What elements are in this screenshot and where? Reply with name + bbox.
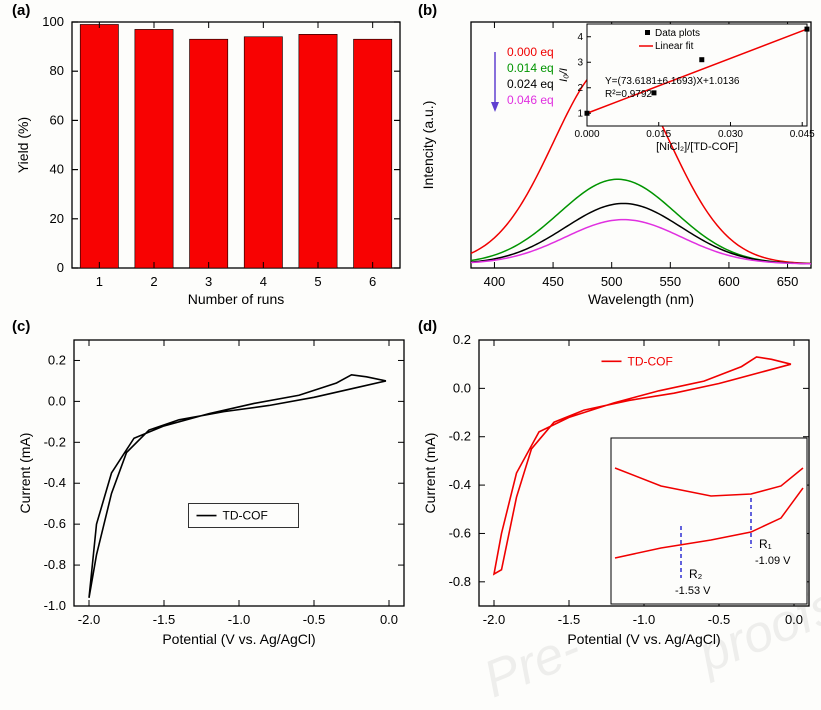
svg-text:Potential (V vs. Ag/AgCl): Potential (V vs. Ag/AgCl): [567, 631, 720, 647]
svg-text:-0.8: -0.8: [449, 574, 471, 589]
svg-text:550: 550: [659, 274, 681, 289]
svg-text:500: 500: [601, 274, 623, 289]
bar-chart: 0 20 40 60 80 100 1 2 3 4 5 6 Number of runs Yield (%…: [10, 10, 410, 310]
svg-text:R²=0.9792: R²=0.9792: [605, 89, 652, 100]
svg-text:0.2: 0.2: [453, 332, 471, 347]
svg-text:Current (mA): Current (mA): [422, 433, 438, 514]
svg-text:40: 40: [50, 162, 64, 177]
svg-text:Linear fit: Linear fit: [655, 41, 694, 52]
svg-text:-1.53 V: -1.53 V: [675, 585, 711, 597]
svg-text:3: 3: [205, 274, 212, 289]
panel-a: 0 20 40 60 80 100 1 2 3 4 5 6 Number of runs Yield (%…: [10, 10, 410, 310]
svg-text:-1.5: -1.5: [558, 612, 580, 627]
svg-text:Y=(73.6181±6.1693)X+1.0136: Y=(73.6181±6.1693)X+1.0136: [605, 76, 740, 87]
svg-text:650: 650: [777, 274, 799, 289]
svg-text:R₂: R₂: [689, 567, 703, 581]
svg-text:80: 80: [50, 63, 64, 78]
svg-text:-1.0: -1.0: [633, 612, 655, 627]
svg-text:-1.5: -1.5: [153, 612, 175, 627]
svg-text:0.015: 0.015: [646, 129, 671, 140]
svg-text:Number of runs: Number of runs: [188, 291, 284, 307]
svg-text:0.030: 0.030: [718, 129, 743, 140]
svg-text:-0.4: -0.4: [449, 477, 471, 492]
svg-text:-0.5: -0.5: [303, 612, 325, 627]
svg-text:-0.5: -0.5: [708, 612, 730, 627]
svg-text:0.024 eq: 0.024 eq: [507, 77, 554, 91]
svg-text:Yield (%): Yield (%): [15, 117, 31, 173]
svg-text:4: 4: [577, 32, 583, 43]
svg-text:Data plots: Data plots: [655, 28, 700, 39]
svg-text:0.045: 0.045: [790, 129, 815, 140]
svg-text:400: 400: [484, 274, 506, 289]
panel-b: 400 450 500 550 600 650 Wavelength (nm) Intenci…: [415, 10, 815, 310]
svg-text:0.046 eq: 0.046 eq: [507, 93, 554, 107]
svg-text:60: 60: [50, 112, 64, 127]
svg-text:I₀/I: I₀/I: [558, 68, 570, 82]
svg-text:0.000 eq: 0.000 eq: [507, 45, 554, 59]
svg-text:5: 5: [314, 274, 321, 289]
svg-text:20: 20: [50, 211, 64, 226]
panel-d: -2.0 -1.5 -1.0 -0.5 0.0 -0.8 -0.6 -0.4 -0.2 0.0 0.…: [415, 328, 815, 648]
cv-chart-c: -2.0 -1.5 -1.0 -0.5 0.0 -1.0 -0.8 -0.6 -0.4 -0.2 0…: [10, 328, 410, 648]
svg-text:[NiCl₂]/[TD-COF]: [NiCl₂]/[TD-COF]: [656, 141, 738, 153]
svg-text:4: 4: [260, 274, 267, 289]
svg-text:-0.8: -0.8: [44, 557, 66, 572]
svg-text:0.0: 0.0: [48, 393, 66, 408]
svg-text:0.014 eq: 0.014 eq: [507, 61, 554, 75]
svg-text:Current (mA): Current (mA): [17, 433, 33, 514]
svg-text:100: 100: [42, 14, 64, 29]
svg-text:-0.6: -0.6: [44, 516, 66, 531]
svg-text:6: 6: [369, 274, 376, 289]
svg-text:-1.0: -1.0: [44, 598, 66, 613]
svg-text:0.000: 0.000: [574, 129, 599, 140]
svg-text:-1.0: -1.0: [228, 612, 250, 627]
svg-text:450: 450: [542, 274, 564, 289]
svg-text:0.0: 0.0: [453, 380, 471, 395]
svg-text:0.0: 0.0: [380, 612, 398, 627]
svg-text:0.0: 0.0: [785, 612, 803, 627]
svg-text:R₁: R₁: [759, 537, 772, 551]
svg-text:0.2: 0.2: [48, 352, 66, 367]
svg-text:-0.2: -0.2: [449, 429, 471, 444]
svg-text:TD-COF: TD-COF: [628, 354, 673, 368]
svg-text:Intencity (a.u.): Intencity (a.u.): [420, 101, 436, 190]
svg-text:2: 2: [577, 83, 583, 94]
svg-text:-0.2: -0.2: [44, 434, 66, 449]
svg-text:600: 600: [718, 274, 740, 289]
svg-text:0: 0: [57, 260, 64, 275]
cv-chart-d: -2.0 -1.5 -1.0 -0.5 0.0 -0.8 -0.6 -0.4 -0.2 0.0 0.…: [415, 328, 815, 648]
svg-text:3: 3: [577, 57, 583, 68]
svg-text:-2.0: -2.0: [483, 612, 505, 627]
svg-text:-0.4: -0.4: [44, 475, 66, 490]
spectra-chart: 400 450 500 550 600 650 Wavelength (nm) Intenci…: [415, 10, 815, 310]
svg-text:-0.6: -0.6: [449, 525, 471, 540]
svg-text:-1.09 V: -1.09 V: [755, 555, 791, 567]
panel-c: -2.0 -1.5 -1.0 -0.5 0.0 -1.0 -0.8 -0.6 -0.4 -0.2 0…: [10, 328, 410, 648]
svg-text:1: 1: [96, 274, 103, 289]
svg-text:Potential (V vs. Ag/AgCl): Potential (V vs. Ag/AgCl): [162, 631, 315, 647]
svg-text:1: 1: [577, 108, 583, 119]
svg-text:Wavelength (nm): Wavelength (nm): [588, 291, 694, 307]
svg-text:TD-COF: TD-COF: [223, 509, 268, 523]
svg-text:2: 2: [150, 274, 157, 289]
svg-text:-2.0: -2.0: [78, 612, 100, 627]
